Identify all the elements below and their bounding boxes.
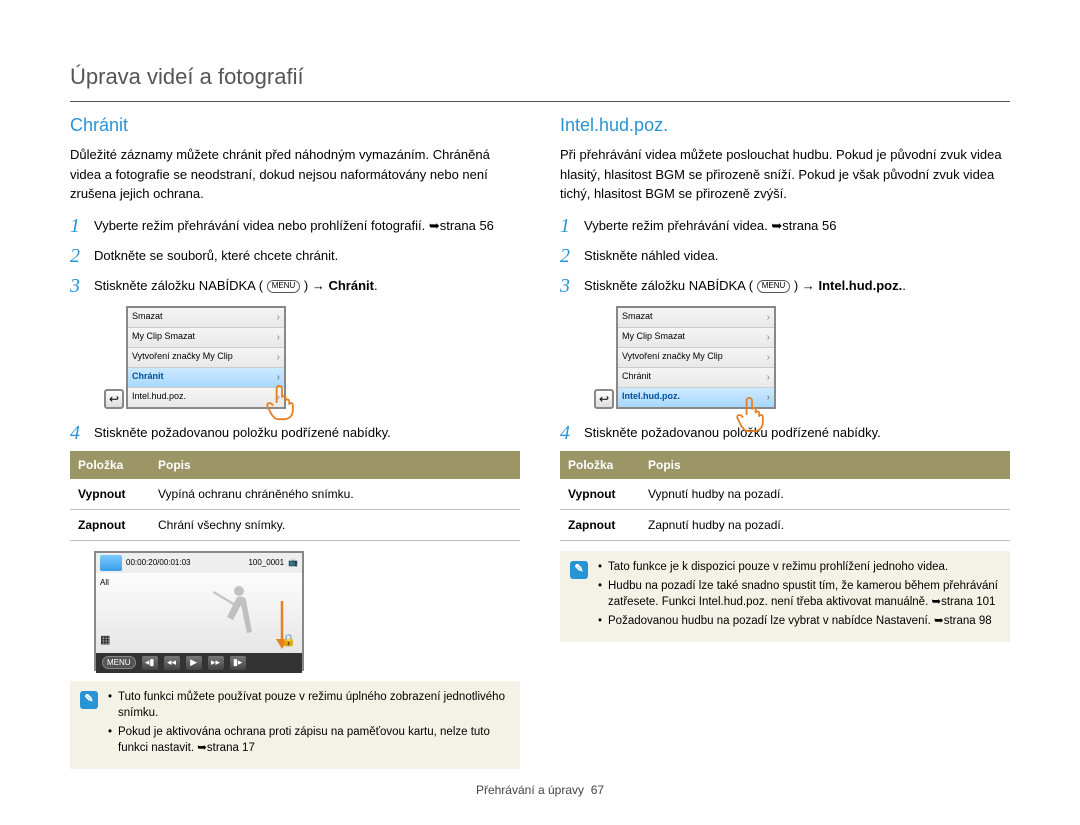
- step-prefix: Stiskněte záložku NABÍDKA (: [584, 278, 753, 293]
- bgm-intro: Při přehrávání videa můžete poslouchat h…: [560, 145, 1010, 204]
- note-item: Požadovanou hudbu na pozadí lze vybrat v…: [598, 613, 1000, 629]
- step-2: 2 Stiskněte náhled videa.: [560, 244, 1010, 268]
- page-title: Úprava videí a fotografií: [70, 60, 1010, 93]
- table-row: ZapnoutZapnutí hudby na pozadí.: [560, 509, 1010, 540]
- note-item: Hudbu na pozadí lze také snadno spustit …: [598, 578, 1000, 610]
- note-box-bgm: ✎ Tato funkce je k dispozici pouze v rež…: [560, 551, 1010, 642]
- tv-icon: 📺: [288, 557, 298, 569]
- note-item: Tato funkce je k dispozici pouze v režim…: [598, 559, 1000, 575]
- menu-item: Vytvoření značky My Clip›: [618, 348, 774, 368]
- note-icon: ✎: [570, 561, 588, 579]
- step-text: Stiskněte požadovanou položku podřízené …: [94, 421, 391, 445]
- table-row: ZapnoutChrání všechny snímky.: [70, 509, 520, 540]
- step-number: 3: [560, 274, 576, 298]
- table-row: VypnoutVypnutí hudby na pozadí.: [560, 479, 1010, 510]
- options-table-bgm: PoložkaPopis VypnoutVypnutí hudby na poz…: [560, 451, 1010, 541]
- step-ref: ➥strana 56: [425, 218, 494, 233]
- menu-item: Chránit›: [618, 368, 774, 388]
- table-row: VypnoutVypíná ochranu chráněného snímku.: [70, 479, 520, 510]
- step-suffix: ) →: [304, 278, 329, 293]
- menu-item: Intel.hud.poz.›: [128, 388, 284, 407]
- play-icon: ▶: [186, 656, 202, 670]
- prev-icon: ◂▮: [142, 656, 158, 670]
- step-target: Chránit: [328, 278, 374, 293]
- menu-item: My Clip Smazat›: [128, 328, 284, 348]
- step-1: 1 Vyberte režim přehrávání videa nebo pr…: [70, 214, 520, 238]
- menu-button: MENU: [102, 656, 136, 669]
- menu-pill-icon: MENU: [757, 280, 791, 293]
- note-box-protect: ✎ Tuto funkci můžete používat pouze v re…: [70, 681, 520, 769]
- step-text: Stiskněte požadovanou položku podřízené …: [584, 421, 881, 445]
- step-prefix: Stiskněte záložku NABÍDKA (: [94, 278, 263, 293]
- step-text: Stiskněte náhled videa.: [584, 244, 718, 268]
- note-item: Pokud je aktivována ochrana proti zápisu…: [108, 724, 510, 756]
- step-number: 1: [70, 214, 86, 238]
- player-file: 100_0001: [248, 557, 284, 569]
- forward-icon: ▸▸: [208, 656, 224, 670]
- options-table-protect: PoložkaPopis VypnoutVypíná ochranu chrán…: [70, 451, 520, 541]
- step-number: 2: [560, 244, 576, 268]
- step-1: 1 Vyberte režim přehrávání videa. ➥stran…: [560, 214, 1010, 238]
- step-2: 2 Dotkněte se souborů, které chcete chrá…: [70, 244, 520, 268]
- menu-item: My Clip Smazat›: [618, 328, 774, 348]
- section-heading-bgm: Intel.hud.poz.: [560, 112, 1010, 139]
- step-4: 4 Stiskněte požadovanou položku podřízen…: [560, 421, 1010, 445]
- table-header: Popis: [150, 451, 520, 479]
- section-heading-protect: Chránit: [70, 112, 520, 139]
- back-icon: ↩: [104, 389, 124, 409]
- menu-item: Smazat›: [618, 308, 774, 328]
- menu-pill-icon: MENU: [267, 280, 301, 293]
- hand-pointer-icon: [264, 383, 300, 423]
- step-target: Intel.hud.poz.: [818, 278, 902, 293]
- menu-screenshot-bgm: ↩ Smazat›My Clip Smazat›Vytvoření značky…: [616, 306, 776, 409]
- grid-icon: ▦: [100, 632, 110, 649]
- menu-item: Vytvoření značky My Clip›: [128, 348, 284, 368]
- next-icon: ▮▸: [230, 656, 246, 670]
- hand-pointer-icon: [734, 395, 770, 435]
- player-time: 00:00:20/00:01:03: [126, 557, 191, 569]
- golfer-silhouette-icon: [209, 581, 259, 641]
- right-column: Intel.hud.poz. Při přehrávání videa může…: [560, 112, 1010, 769]
- title-divider: [70, 101, 1010, 102]
- table-header: Popis: [640, 451, 1010, 479]
- lock-icon: 🔒: [281, 631, 296, 649]
- step-text: Vyberte režim přehrávání videa nebo proh…: [94, 218, 425, 233]
- rewind-icon: ◂◂: [164, 656, 180, 670]
- step-number: 3: [70, 274, 86, 298]
- step-number: 2: [70, 244, 86, 268]
- step-number: 1: [560, 214, 576, 238]
- step-4: 4 Stiskněte požadovanou položku podřízen…: [70, 421, 520, 445]
- step-text: Vyberte režim přehrávání videa. ➥strana …: [584, 214, 836, 238]
- player-thumb-icon: [100, 555, 122, 571]
- player-screenshot: 00:00:20/00:01:03 100_0001 📺 All 🔒 ▦ MEN…: [94, 551, 304, 671]
- note-item: Tuto funkci můžete používat pouze v reži…: [108, 689, 510, 721]
- lock-arrow-icon: [270, 599, 294, 659]
- left-column: Chránit Důležité záznamy můžete chránit …: [70, 112, 520, 769]
- step-3: 3 Stiskněte záložku NABÍDKA ( MENU ) → I…: [560, 274, 1010, 298]
- menu-screenshot-protect: ↩ Smazat›My Clip Smazat›Vytvoření značky…: [126, 306, 286, 409]
- page-footer: Přehrávání a úpravy 67: [70, 781, 1010, 799]
- table-header: Položka: [560, 451, 640, 479]
- protect-intro: Důležité záznamy můžete chránit před náh…: [70, 145, 520, 204]
- step-suffix: ) →: [794, 278, 819, 293]
- table-header: Položka: [70, 451, 150, 479]
- note-icon: ✎: [80, 691, 98, 709]
- step-text: Dotkněte se souborů, které chcete chráni…: [94, 244, 338, 268]
- step-number: 4: [70, 421, 86, 445]
- all-label: All: [100, 577, 109, 589]
- menu-item: Smazat›: [128, 308, 284, 328]
- back-icon: ↩: [594, 389, 614, 409]
- step-number: 4: [560, 421, 576, 445]
- step-3: 3 Stiskněte záložku NABÍDKA ( MENU ) → C…: [70, 274, 520, 298]
- menu-item: Chránit›: [128, 368, 284, 388]
